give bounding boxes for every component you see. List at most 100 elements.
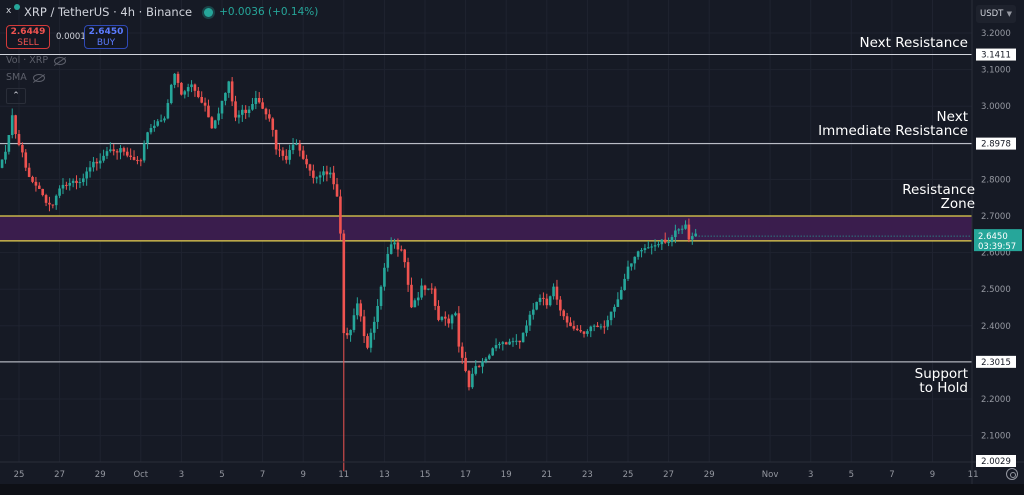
candle-body (278, 149, 281, 151)
candle-body (186, 87, 190, 92)
chevron-down-icon: ▼ (1006, 10, 1012, 18)
candle-body (48, 202, 51, 205)
candle-body (105, 151, 109, 156)
candle-body (603, 326, 606, 328)
candle-body (674, 230, 677, 238)
level-price-label: 2.3015 (981, 358, 1011, 368)
candle-body (386, 253, 390, 268)
candle-body (308, 164, 312, 171)
candle-body (92, 161, 95, 168)
candle-body (264, 108, 268, 115)
candle-body (27, 167, 31, 177)
candle-body (657, 244, 660, 246)
candle-body (586, 331, 589, 334)
candle-body (149, 128, 153, 133)
candle-body (227, 81, 231, 93)
candle-body (34, 181, 38, 186)
y-tick-label: 2.1000 (981, 432, 1011, 442)
candle-body (606, 320, 609, 327)
symbol-logo-icon: x (6, 4, 20, 18)
candle-body (487, 355, 491, 359)
candle-body (281, 150, 285, 156)
chevron-up-icon: ⌃ (12, 91, 20, 101)
settings-gear-icon[interactable] (1006, 468, 1018, 480)
y-tick-label: 2.4000 (981, 322, 1011, 332)
candle-body (400, 249, 403, 251)
candle-body (531, 309, 535, 315)
candle-body (356, 303, 359, 316)
candle-body (342, 233, 346, 334)
candle-body (352, 315, 356, 330)
candle-body (410, 284, 413, 308)
eye-off-icon[interactable] (54, 56, 67, 65)
candles (0, 71, 697, 472)
candle-body (359, 303, 363, 317)
candle-body (508, 341, 511, 345)
indicator-sma[interactable]: SMA (6, 72, 45, 83)
candle-body (284, 155, 288, 160)
sell-button[interactable]: 2.6449 SELL (6, 25, 50, 49)
candle-body (44, 195, 48, 203)
x-tick-label: 29 (95, 470, 106, 480)
candle-body (102, 155, 105, 161)
candle-body (521, 332, 525, 343)
symbol-title[interactable]: XRP / TetherUS · 4h · Binance (24, 5, 193, 19)
indicator-volume[interactable]: Vol · XRP (6, 55, 67, 66)
candle-body (298, 143, 302, 151)
candle-body (251, 104, 254, 110)
candle-body (437, 305, 440, 320)
annotation-next-immediate-resistance: Next Immediate Resistance (818, 109, 968, 139)
x-tick-label: 29 (704, 470, 715, 480)
candle-body (511, 341, 515, 343)
candle-body (504, 342, 508, 345)
candle-body (220, 100, 224, 114)
candle-body (173, 73, 176, 85)
candle-body (372, 321, 376, 333)
candle-body (65, 184, 68, 186)
x-tick-label: 25 (14, 470, 25, 480)
candle-body (41, 188, 44, 196)
market-open-icon (204, 7, 214, 17)
annotation-resistance-zone: Resistance Zone (902, 182, 975, 212)
candle-body (647, 247, 650, 249)
candle-body (38, 185, 41, 189)
collapse-legend-button[interactable]: ⌃ (6, 88, 26, 104)
candle-body (203, 102, 207, 106)
candle-body (163, 118, 166, 121)
candle-body (4, 151, 7, 160)
candle-body (572, 326, 576, 329)
candle-body (518, 340, 522, 343)
candle-body (207, 105, 210, 118)
candle-body (328, 172, 332, 175)
price-change: +0.0036 (+0.14%) (219, 6, 319, 18)
candle-body (403, 249, 406, 263)
candle-body (396, 242, 400, 250)
candle-body (623, 278, 626, 291)
candle-body (169, 84, 173, 104)
candle-body (460, 346, 464, 358)
candle-body (579, 330, 582, 332)
x-tick-label: Oct (133, 470, 148, 480)
level-price-badge (976, 137, 1016, 150)
candle-body (440, 316, 444, 320)
x-tick-label: 5 (849, 470, 854, 480)
x-tick-label: 15 (420, 470, 431, 480)
candle-body (589, 326, 593, 332)
eye-off-icon[interactable] (32, 73, 45, 82)
candle-body (119, 148, 122, 153)
x-tick-label: 23 (582, 470, 593, 480)
x-tick-label: 13 (379, 470, 390, 480)
candle-body (166, 103, 170, 119)
candle-body (613, 306, 616, 312)
x-tick-label: 9 (300, 470, 305, 480)
buy-button[interactable]: 2.6450 BUY (84, 25, 128, 49)
candle-body (630, 263, 633, 267)
candle-body (153, 125, 156, 129)
y-tick-label: 3.1000 (981, 66, 1011, 76)
currency-select[interactable]: USDT ▼ (976, 5, 1016, 23)
candle-body (525, 325, 528, 333)
candle-body (247, 109, 251, 114)
candle-body (477, 366, 481, 368)
candle-body (301, 150, 305, 159)
